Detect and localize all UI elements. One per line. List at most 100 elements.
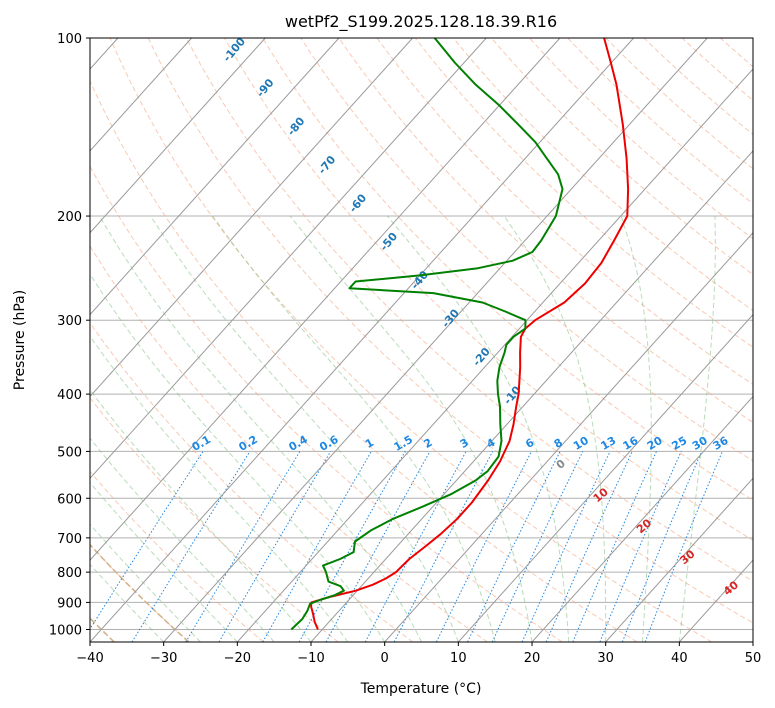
y-tick-label: 400 <box>57 388 82 403</box>
x-axis-ticks: −40 −30 −20 −10 0 10 20 30 40 50 <box>76 642 761 666</box>
isotherm-label: -90 <box>254 76 277 100</box>
mixing-ratio-lines <box>90 451 723 642</box>
mixing-ratio-line <box>364 451 467 642</box>
mixing-ratio-label: 1.5 <box>392 433 415 454</box>
isotherm-line <box>678 559 753 642</box>
sounding-profiles <box>290 38 630 631</box>
mixing-ratio-label: 3 <box>458 436 471 451</box>
y-tick-label: 700 <box>57 532 82 547</box>
x-tick-label: −40 <box>76 651 103 666</box>
dry-adiabat-line <box>300 38 753 462</box>
mixing-ratio-line <box>435 451 532 642</box>
dry-adiabat-line <box>376 38 753 386</box>
mixing-ratio-line <box>599 451 682 642</box>
x-tick-label: −10 <box>297 651 324 666</box>
mixing-ratio-label: 4 <box>484 436 497 451</box>
dry-adiabat-line <box>681 38 753 102</box>
y-tick-label: 100 <box>57 32 82 47</box>
isotherm-label: -10 <box>501 383 524 407</box>
dry-adiabat-line <box>452 38 753 312</box>
isotherm-line <box>90 38 413 398</box>
dry-adiabat-line <box>414 38 753 348</box>
mixing-ratio-line <box>185 451 301 642</box>
mixing-ratio-label: 0.4 <box>286 433 310 454</box>
isotherm-line <box>163 38 708 642</box>
moist-adiabat-line <box>98 215 422 642</box>
mixing-ratio-label: 0.6 <box>317 433 341 454</box>
dry-adiabat-line <box>643 38 753 136</box>
moist-adiabat-line <box>620 215 652 642</box>
y-tick-label: 200 <box>57 210 82 225</box>
x-tick-label: −30 <box>150 651 177 666</box>
x-tick-label: 20 <box>524 651 541 666</box>
mixing-ratio-line <box>545 451 633 642</box>
moist-adiabat-line <box>90 523 201 642</box>
moist-adiabat-line <box>90 389 312 642</box>
isotherm-label: -80 <box>285 114 308 138</box>
dry-adiabat-line <box>90 396 339 642</box>
isotherm-label: 30 <box>678 547 698 567</box>
mixing-ratio-line <box>131 451 251 642</box>
y-tick-label: 300 <box>57 314 82 329</box>
dry-adiabat-line <box>90 470 264 642</box>
x-tick-label: 0 <box>381 651 389 666</box>
dry-adiabat-line <box>529 38 753 240</box>
isotherm-label: -60 <box>347 191 370 215</box>
isotherm-label: 0 <box>554 457 568 472</box>
y-axis-ticks: 100 200 300 400 500 600 700 800 900 1000 <box>49 32 90 638</box>
mixing-ratio-label: 10 <box>571 434 591 453</box>
moist-adiabat-line <box>90 335 349 642</box>
isotherm-line <box>531 395 753 642</box>
isotherm-line <box>90 38 634 642</box>
moist-adiabat-line <box>503 215 607 642</box>
dry-adiabat-line <box>719 38 753 68</box>
moist-adiabat-line <box>289 215 533 642</box>
plot-frame <box>89 37 754 643</box>
y-tick-label: 1000 <box>49 623 82 638</box>
isotherm-line <box>384 231 753 642</box>
dry-adiabat-line <box>224 38 753 541</box>
skewed-isotherms <box>90 38 753 642</box>
y-tick-label: 800 <box>57 566 82 581</box>
dry-adiabat-line <box>90 79 638 642</box>
y-tick-label: 500 <box>57 445 82 460</box>
dry-adiabat-line <box>491 38 753 275</box>
dry-adiabat-line <box>567 38 753 205</box>
x-tick-label: −20 <box>224 651 251 666</box>
isotherm-line <box>90 38 487 480</box>
isotherm-label: -40 <box>408 268 431 292</box>
isotherm-line <box>310 150 753 642</box>
plot-area: 0.1 0.2 0.4 0.6 1 1.5 2 3 4 6 8 10 13 16 20 25 30 36-100-… <box>90 38 753 642</box>
isotherm-label: -20 <box>470 345 493 369</box>
dry-adiabat-line <box>109 38 712 642</box>
moist-adiabat-line <box>90 481 238 642</box>
mixing-ratio-label: 16 <box>621 434 641 453</box>
dry-adiabat-line <box>90 245 488 642</box>
isotherm-line <box>236 68 753 642</box>
isotherm-line <box>605 477 753 642</box>
isopleth-labels: 0.1 0.2 0.4 0.6 1 1.5 2 3 4 6 8 10 13 16 20 25 30 36-100-… <box>190 38 742 598</box>
mixing-ratio-line <box>90 451 204 630</box>
moist-adiabat-line <box>678 215 716 642</box>
dry-adiabat-line <box>262 38 753 501</box>
mixing-ratio-label: 36 <box>711 434 731 453</box>
mixing-ratio-line <box>393 451 494 642</box>
dewpoint-profile-line <box>290 38 564 631</box>
mixing-ratio-line <box>325 451 431 642</box>
x-tick-label: 10 <box>450 651 467 666</box>
mixing-ratio-label: 25 <box>670 434 690 453</box>
moist-adiabat-line <box>90 563 165 642</box>
mixing-ratio-label: 30 <box>690 434 710 453</box>
mixing-ratio-line <box>262 451 372 642</box>
isotherm-line <box>90 38 561 561</box>
x-tick-label: 40 <box>671 651 688 666</box>
y-axis-label: Pressure (hPa) <box>12 290 28 390</box>
moist-adiabat-line <box>90 273 386 642</box>
isotherm-label: -70 <box>316 153 339 177</box>
dry-adiabats <box>90 38 753 642</box>
temperature-profile-line <box>310 38 630 630</box>
isotherm-line <box>457 313 753 642</box>
x-tick-label: 30 <box>597 651 614 666</box>
dry-adiabat-line <box>147 38 753 624</box>
